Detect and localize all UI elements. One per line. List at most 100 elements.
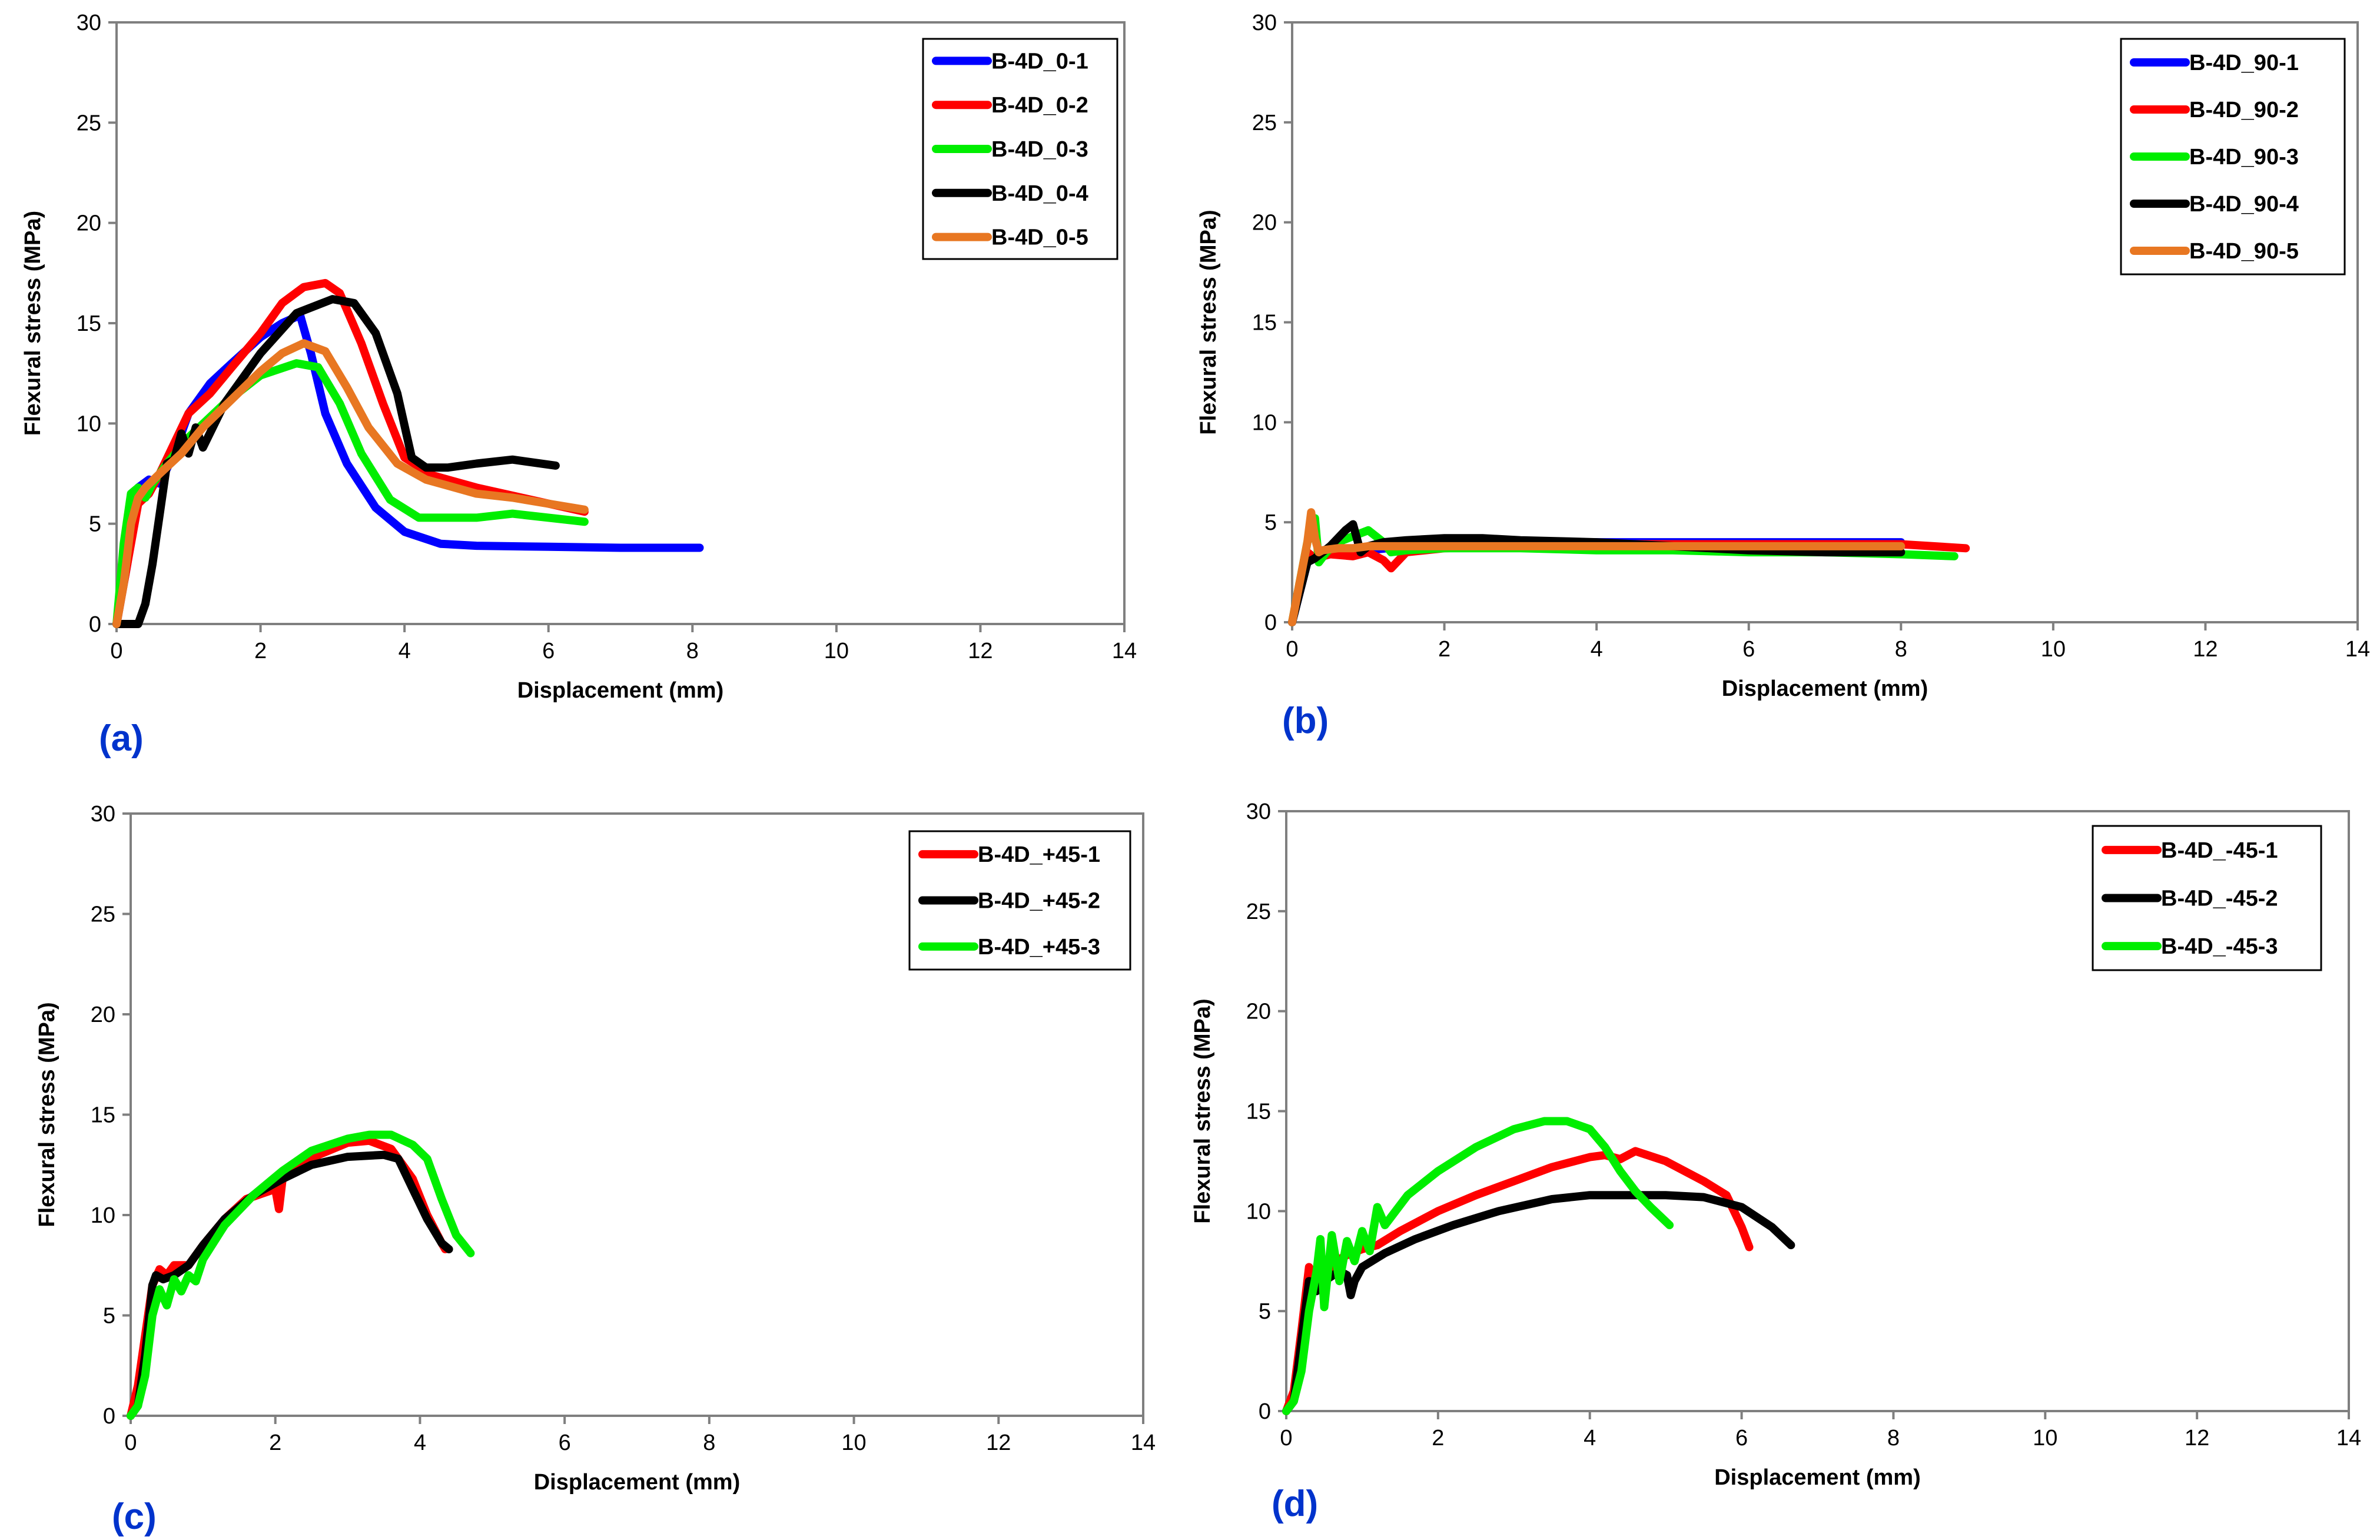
y-tick-label: 30 [91, 802, 115, 827]
y-axis-title: Flexural stress (MPa) [35, 1002, 59, 1227]
legend: B-4D_+45-1 B-4D_+45-2 B-4D_+45-3 [908, 830, 1131, 971]
series-line-b-4d-0-4 [112, 295, 560, 628]
x-axis-title: Displacement (mm) [1722, 676, 1928, 701]
legend-label: B-4D_0-4 [991, 181, 1088, 206]
x-tick-label: 0 [124, 1431, 137, 1455]
y-tick-label: 0 [1259, 1399, 1271, 1424]
x-tick-label: 10 [824, 639, 849, 663]
legend-label: B-4D_+45-2 [978, 889, 1100, 914]
chart-panel-d: 0 5 10 15 20 25 30 0 2 4 6 8 10 12 14 Displacement (mm)… [1190, 799, 2361, 1524]
panel-label: (c) [112, 1496, 157, 1537]
x-tick-label: 0 [110, 639, 122, 663]
x-tick-label: 10 [2041, 637, 2066, 662]
x-tick-label: 4 [399, 639, 411, 663]
series-line-b-4d-90-5 [1288, 508, 1906, 626]
legend-label: B-4D_90-2 [2189, 98, 2299, 122]
x-tick-label: 6 [1742, 637, 1755, 662]
y-axis-title: Flexural stress (MPa) [21, 211, 45, 436]
y-tick-label: 20 [1252, 211, 1277, 235]
y-tick-label: 10 [1252, 410, 1277, 435]
y-tick-label: 25 [91, 902, 115, 927]
y-tick-label: 10 [91, 1203, 115, 1228]
y-tick-label: 25 [1246, 900, 1271, 924]
y-tick-label: 15 [1246, 1100, 1271, 1124]
x-tick-label: 12 [2185, 1426, 2209, 1451]
series-line-b-4d-0-5 [112, 339, 589, 628]
y-tick-label: 20 [77, 211, 101, 236]
legend-label: B-4D_0-5 [991, 225, 1088, 250]
y-tick-label: 5 [89, 512, 101, 537]
series-line-b-4d-45-3 [1282, 1117, 1674, 1415]
x-tick-label: 0 [1280, 1426, 1292, 1451]
y-tick-label: 10 [77, 411, 101, 436]
series-line-b-4d-45-3 [127, 1130, 475, 1420]
x-tick-label: 2 [1432, 1426, 1444, 1451]
legend-label: B-4D_0-1 [991, 49, 1088, 74]
legend: B-4D_90-1 B-4D_90-2 B-4D_90-3 B-4D_90-4 B-4D… [2120, 38, 2346, 276]
x-tick-label: 10 [841, 1431, 866, 1455]
y-tick-label: 25 [1252, 111, 1277, 135]
x-tick-label: 8 [686, 639, 699, 663]
panel-label: (b) [1282, 701, 1329, 741]
y-tick-label: 15 [1252, 311, 1277, 336]
y-tick-label: 5 [1264, 510, 1277, 535]
panel-label: (d) [1272, 1483, 1318, 1524]
x-tick-label: 4 [1584, 1426, 1596, 1451]
x-tick-label: 8 [1895, 637, 1907, 662]
legend-label: B-4D_90-5 [2189, 239, 2299, 264]
x-tick-label: 14 [1112, 639, 1137, 663]
legend: B-4D_0-1 B-4D_0-2 B-4D_0-3 B-4D_0-4 B-4D_0-5 [922, 38, 1118, 260]
x-axis-title: Displacement (mm) [517, 678, 724, 703]
y-axis-title: Flexural stress (MPa) [1196, 210, 1221, 434]
y-axis-title: Flexural stress (MPa) [1190, 998, 1215, 1223]
legend-label: B-4D_90-3 [2189, 145, 2299, 170]
y-tick-label: 30 [77, 11, 101, 35]
chart-panel-c: 0 5 10 15 20 25 30 0 2 4 6 8 10 12 14 Displacement (mm)… [35, 802, 1156, 1537]
panel-label: (a) [99, 718, 144, 759]
legend-label: B-4D_0-3 [991, 137, 1088, 162]
legend-label: B-4D_90-1 [2189, 51, 2299, 75]
x-tick-label: 4 [1591, 637, 1603, 662]
x-tick-label: 8 [1887, 1426, 1900, 1451]
x-tick-label: 2 [1438, 637, 1450, 662]
y-tick-label: 15 [77, 311, 101, 336]
y-tick-label: 0 [89, 612, 101, 637]
x-tick-label: 14 [2345, 637, 2370, 662]
x-tick-label: 6 [1735, 1426, 1748, 1451]
x-tick-label: 2 [269, 1431, 281, 1455]
y-tick-label: 5 [103, 1304, 115, 1329]
x-tick-label: 12 [986, 1431, 1011, 1455]
x-tick-label: 12 [2193, 637, 2218, 662]
y-tick-label: 20 [91, 1003, 115, 1027]
y-tick-label: 25 [77, 111, 101, 135]
legend: B-4D_-45-1 B-4D_-45-2 B-4D_-45-3 [2092, 825, 2322, 971]
x-tick-label: 6 [559, 1431, 571, 1455]
y-tick-label: 0 [1264, 610, 1277, 635]
x-tick-label: 10 [2033, 1426, 2057, 1451]
legend-label: B-4D_+45-3 [978, 935, 1100, 960]
x-axis-title: Displacement (mm) [1714, 1465, 1921, 1490]
chart-panel-b: 0 5 10 15 20 25 30 0 2 4 6 8 10 12 14 Displacement (mm)… [1196, 11, 2370, 741]
x-tick-label: 14 [1131, 1431, 1156, 1455]
x-tick-label: 4 [414, 1431, 426, 1455]
chart-panel-a: 0 5 10 15 20 25 30 0 2 4 6 8 10 12 14 Displacement (mm)… [21, 11, 1137, 759]
y-tick-label: 30 [1252, 11, 1277, 35]
x-tick-label: 0 [1286, 637, 1298, 662]
legend-label: B-4D_-45-1 [2161, 838, 2278, 863]
y-tick-label: 10 [1246, 1199, 1271, 1224]
x-tick-label: 12 [968, 639, 993, 663]
x-tick-label: 8 [703, 1431, 715, 1455]
legend-label: B-4D_+45-1 [978, 842, 1100, 867]
y-tick-label: 15 [91, 1103, 115, 1128]
y-tick-label: 0 [103, 1404, 115, 1429]
legend-label: B-4D_0-2 [991, 93, 1088, 118]
x-tick-label: 2 [254, 639, 267, 663]
legend-label: B-4D_90-4 [2189, 192, 2299, 217]
legend-label: B-4D_-45-3 [2161, 934, 2278, 959]
x-tick-label: 14 [2336, 1426, 2361, 1451]
y-tick-label: 5 [1259, 1299, 1271, 1324]
y-tick-label: 30 [1246, 799, 1271, 824]
x-axis-title: Displacement (mm) [534, 1470, 741, 1495]
y-tick-label: 20 [1246, 1000, 1271, 1024]
